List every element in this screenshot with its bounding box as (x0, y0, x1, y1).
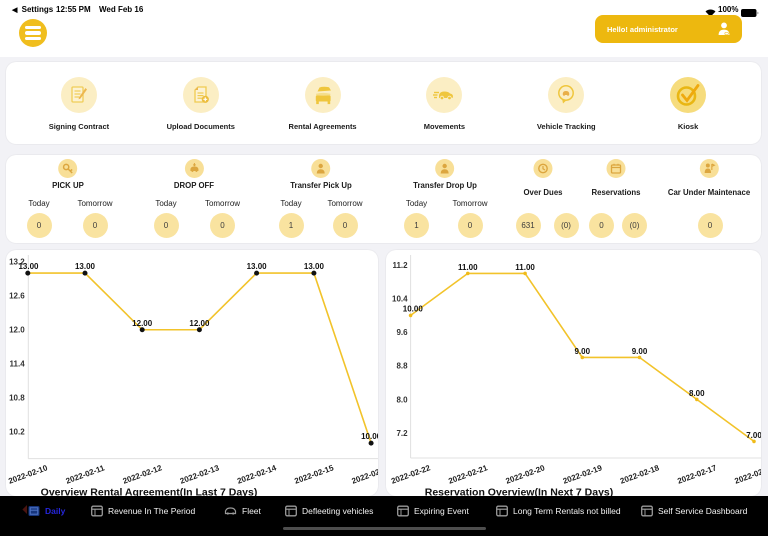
svg-text:12.6: 12.6 (9, 292, 25, 301)
svg-text:10.2: 10.2 (9, 428, 25, 437)
svg-text:10.4: 10.4 (392, 295, 408, 304)
svg-text:8.0: 8.0 (396, 395, 408, 404)
svg-text:Overview Rental Agreement(In L: Overview Rental Agreement(In Last 7 Days… (41, 487, 258, 497)
svg-text:12.00: 12.00 (189, 319, 210, 328)
svg-text:10.8: 10.8 (9, 394, 25, 403)
svg-text:2022-02-22: 2022-02-22 (390, 463, 432, 486)
svg-text:2022-02-11: 2022-02-11 (65, 463, 107, 485)
svg-text:13.2: 13.2 (9, 258, 25, 267)
svg-text:2022-02-13: 2022-02-13 (179, 463, 221, 486)
svg-text:2022-02-21: 2022-02-21 (447, 463, 489, 486)
svg-text:13.00: 13.00 (247, 262, 268, 271)
svg-text:2022-02-15: 2022-02-15 (293, 463, 335, 486)
svg-text:2022-02-10: 2022-02-10 (7, 463, 49, 486)
svg-text:13.00: 13.00 (75, 262, 96, 271)
svg-text:2022-02-20: 2022-02-20 (504, 463, 546, 486)
svg-text:11.00: 11.00 (458, 263, 478, 272)
svg-text:9.00: 9.00 (575, 347, 591, 356)
svg-text:8.00: 8.00 (689, 389, 705, 398)
svg-text:2022-02-16: 2022-02-16 (733, 463, 761, 486)
svg-text:13.00: 13.00 (304, 262, 325, 271)
svg-text:11.2: 11.2 (392, 261, 408, 270)
svg-text:2022-02-18: 2022-02-18 (619, 463, 661, 486)
svg-text:7.2: 7.2 (396, 429, 408, 438)
svg-text:10.00: 10.00 (403, 304, 424, 313)
svg-text:11.4: 11.4 (10, 360, 26, 369)
svg-text:11.00: 11.00 (515, 263, 535, 272)
svg-text:2022-02-19: 2022-02-19 (562, 463, 604, 486)
svg-text:2022-02-16: 2022-02-16 (350, 463, 378, 486)
svg-text:8.8: 8.8 (396, 362, 408, 371)
svg-text:9.6: 9.6 (396, 328, 408, 337)
svg-text:12.00: 12.00 (132, 319, 153, 328)
svg-text:7.00: 7.00 (746, 431, 761, 440)
svg-text:10.00: 10.00 (361, 432, 378, 441)
svg-text:2022-02-14: 2022-02-14 (236, 463, 278, 486)
svg-text:12.0: 12.0 (9, 326, 25, 335)
svg-text:Reservation Overview(In Next 7: Reservation Overview(In Next 7 Days) (425, 487, 614, 497)
svg-text:2022-02-17: 2022-02-17 (676, 463, 718, 486)
svg-text:9.00: 9.00 (632, 347, 648, 356)
svg-text:2022-02-12: 2022-02-12 (122, 463, 164, 486)
svg-text:13.00: 13.00 (18, 262, 39, 271)
